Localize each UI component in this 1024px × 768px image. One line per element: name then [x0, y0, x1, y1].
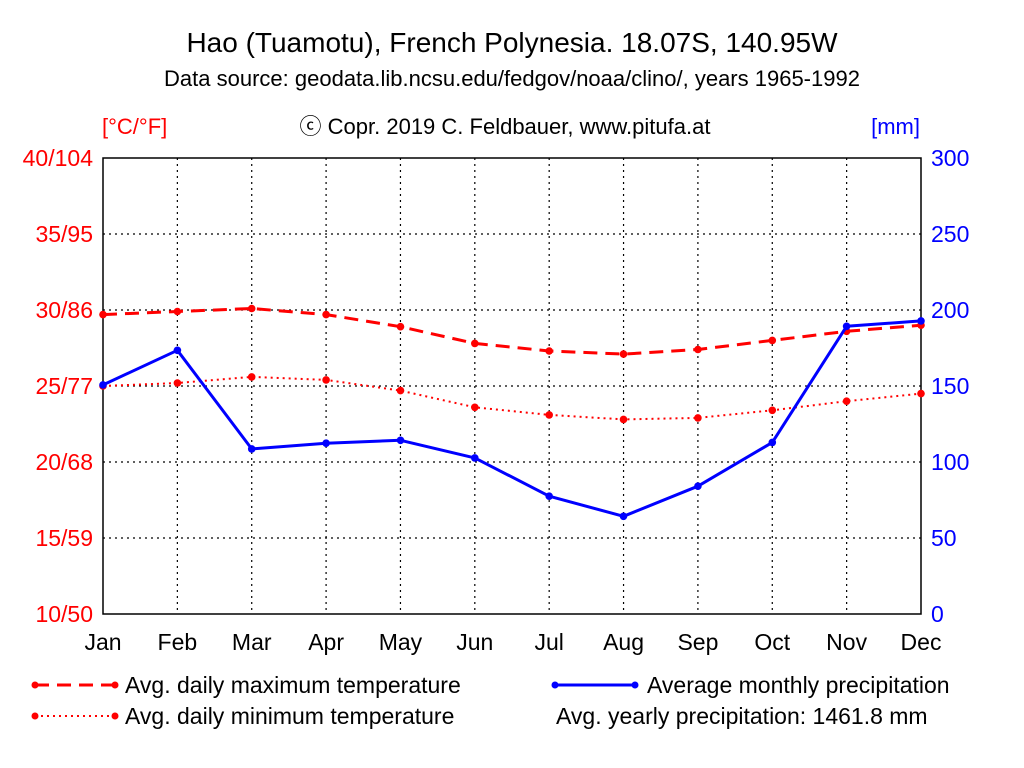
axis-ticks: Jan Feb Mar Apr May Jun Jul Aug Sep Oct Nov Dec 10/5…	[23, 145, 970, 655]
series-line-0	[102, 307, 922, 356]
series-point-0	[173, 307, 182, 316]
series-point-2	[545, 492, 553, 501]
series-point-2	[694, 482, 702, 491]
legend: Avg. daily maximum temperature Avg. dail…	[31, 672, 950, 729]
left-tick-label: 10/50	[35, 601, 93, 627]
x-tick-label: Feb	[158, 629, 198, 655]
series-point-1	[471, 403, 479, 412]
series-point-1	[545, 411, 553, 419]
legend-item-precip: Average monthly precipitation	[551, 672, 950, 698]
series-point-2	[322, 439, 330, 448]
x-tick-label: Nov	[826, 629, 867, 655]
right-axis-label: [mm]	[871, 114, 920, 139]
copyright-text: ⓒ Copr. 2019 C. Feldbauer, www.pitufa.at	[300, 114, 711, 139]
x-tick-label: Apr	[308, 629, 344, 655]
legend-marker-min-temp-left	[31, 712, 39, 720]
series-point-0	[619, 350, 628, 358]
left-axis-label: [°C/°F]	[102, 114, 167, 139]
x-tick-label: Jan	[84, 629, 121, 655]
left-tick-label: 15/59	[35, 525, 93, 551]
series-point-0	[545, 347, 553, 355]
x-tick-label: Jul	[534, 629, 563, 655]
right-tick-label: 250	[931, 221, 969, 247]
series-point-0	[694, 345, 702, 354]
right-tick-label: 50	[931, 525, 957, 551]
series-line-2	[102, 319, 922, 518]
series-point-1	[842, 397, 851, 406]
chart-subtitle: Data source: geodata.lib.ncsu.edu/fedgov…	[164, 66, 860, 91]
x-tick-label: Aug	[603, 629, 644, 655]
right-tick-label: 200	[931, 297, 969, 323]
series-point-2	[619, 512, 628, 521]
legend-item-min-temp: Avg. daily minimum temperature	[31, 703, 454, 729]
left-tick-label: 20/68	[35, 449, 93, 475]
series-point-1	[619, 415, 628, 424]
legend-marker-max-temp-left	[31, 681, 39, 689]
legend-marker-min-temp-right	[111, 712, 119, 720]
series-point-1	[173, 379, 182, 387]
legend-marker-precip-right	[631, 681, 639, 689]
series-point-2	[173, 346, 182, 355]
series-point-2	[842, 322, 851, 331]
chart-title: Hao (Tuamotu), French Polynesia. 18.07S,…	[186, 27, 838, 58]
series-point-1	[396, 386, 405, 395]
legend-marker-precip-left	[551, 681, 559, 689]
series-point-0	[322, 310, 330, 319]
series-point-2	[917, 317, 925, 325]
series-point-0	[471, 339, 479, 348]
legend-label-max-temp: Avg. daily maximum temperature	[125, 672, 461, 698]
series-point-2	[768, 438, 777, 447]
series-point-0	[396, 322, 405, 331]
series-lines	[99, 304, 925, 521]
left-tick-label: 35/95	[35, 221, 93, 247]
series-point-2	[99, 381, 107, 389]
right-tick-label: 150	[931, 373, 969, 399]
series-point-0	[768, 336, 777, 345]
legend-label-precip: Average monthly precipitation	[647, 672, 950, 698]
left-tick-label: 40/104	[23, 145, 94, 171]
x-tick-label: May	[379, 629, 423, 655]
x-tick-label: Mar	[232, 629, 272, 655]
left-tick-label: 25/77	[35, 373, 93, 399]
series-point-0	[99, 310, 107, 319]
x-tick-label: Dec	[901, 629, 942, 655]
yearly-precipitation-annotation: Avg. yearly precipitation: 1461.8 mm	[556, 703, 928, 729]
legend-label-min-temp: Avg. daily minimum temperature	[125, 703, 454, 729]
series-point-2	[471, 454, 479, 462]
x-tick-label: Sep	[677, 629, 718, 655]
series-point-0	[247, 304, 256, 313]
right-tick-label: 300	[931, 145, 969, 171]
series-line-1	[102, 375, 922, 421]
series-point-1	[694, 414, 702, 422]
legend-item-max-temp: Avg. daily maximum temperature	[31, 672, 461, 698]
right-tick-label: 0	[931, 601, 944, 627]
series-point-2	[247, 445, 256, 453]
grid	[103, 158, 921, 614]
series-point-2	[396, 436, 405, 445]
series-point-1	[917, 389, 925, 398]
series-point-1	[322, 376, 330, 384]
series-point-1	[768, 406, 777, 415]
left-tick-label: 30/86	[35, 297, 93, 323]
series-point-1	[247, 373, 256, 381]
x-tick-label: Oct	[754, 629, 790, 655]
legend-marker-max-temp-right	[111, 681, 119, 689]
x-tick-label: Jun	[456, 629, 493, 655]
right-tick-label: 100	[931, 449, 969, 475]
